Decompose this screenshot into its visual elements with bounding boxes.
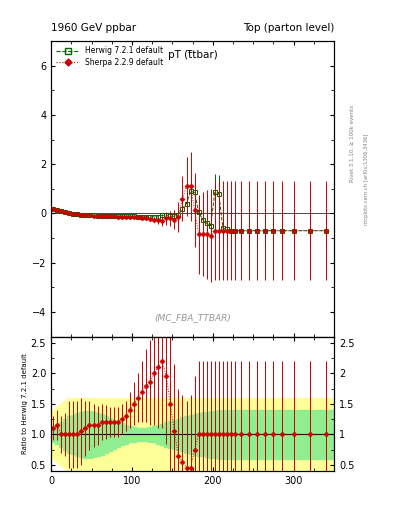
Text: (MC_FBA_TTBAR): (MC_FBA_TTBAR)	[154, 313, 231, 322]
Legend: Herwig 7.2.1 default, Sherpa 2.2.9 default: Herwig 7.2.1 default, Sherpa 2.2.9 defau…	[55, 45, 165, 68]
Y-axis label: Ratio to Herwig 7.2.1 default: Ratio to Herwig 7.2.1 default	[22, 353, 28, 454]
Text: Rivet 3.1.10, ≥ 100k events: Rivet 3.1.10, ≥ 100k events	[350, 105, 355, 182]
Text: 1960 GeV ppbar: 1960 GeV ppbar	[51, 23, 136, 33]
Text: mcplots.cern.ch [arXiv:1306.3436]: mcplots.cern.ch [arXiv:1306.3436]	[364, 134, 369, 225]
Text: Top (parton level): Top (parton level)	[242, 23, 334, 33]
Text: pT (t̅tbar): pT (t̅tbar)	[168, 50, 217, 60]
